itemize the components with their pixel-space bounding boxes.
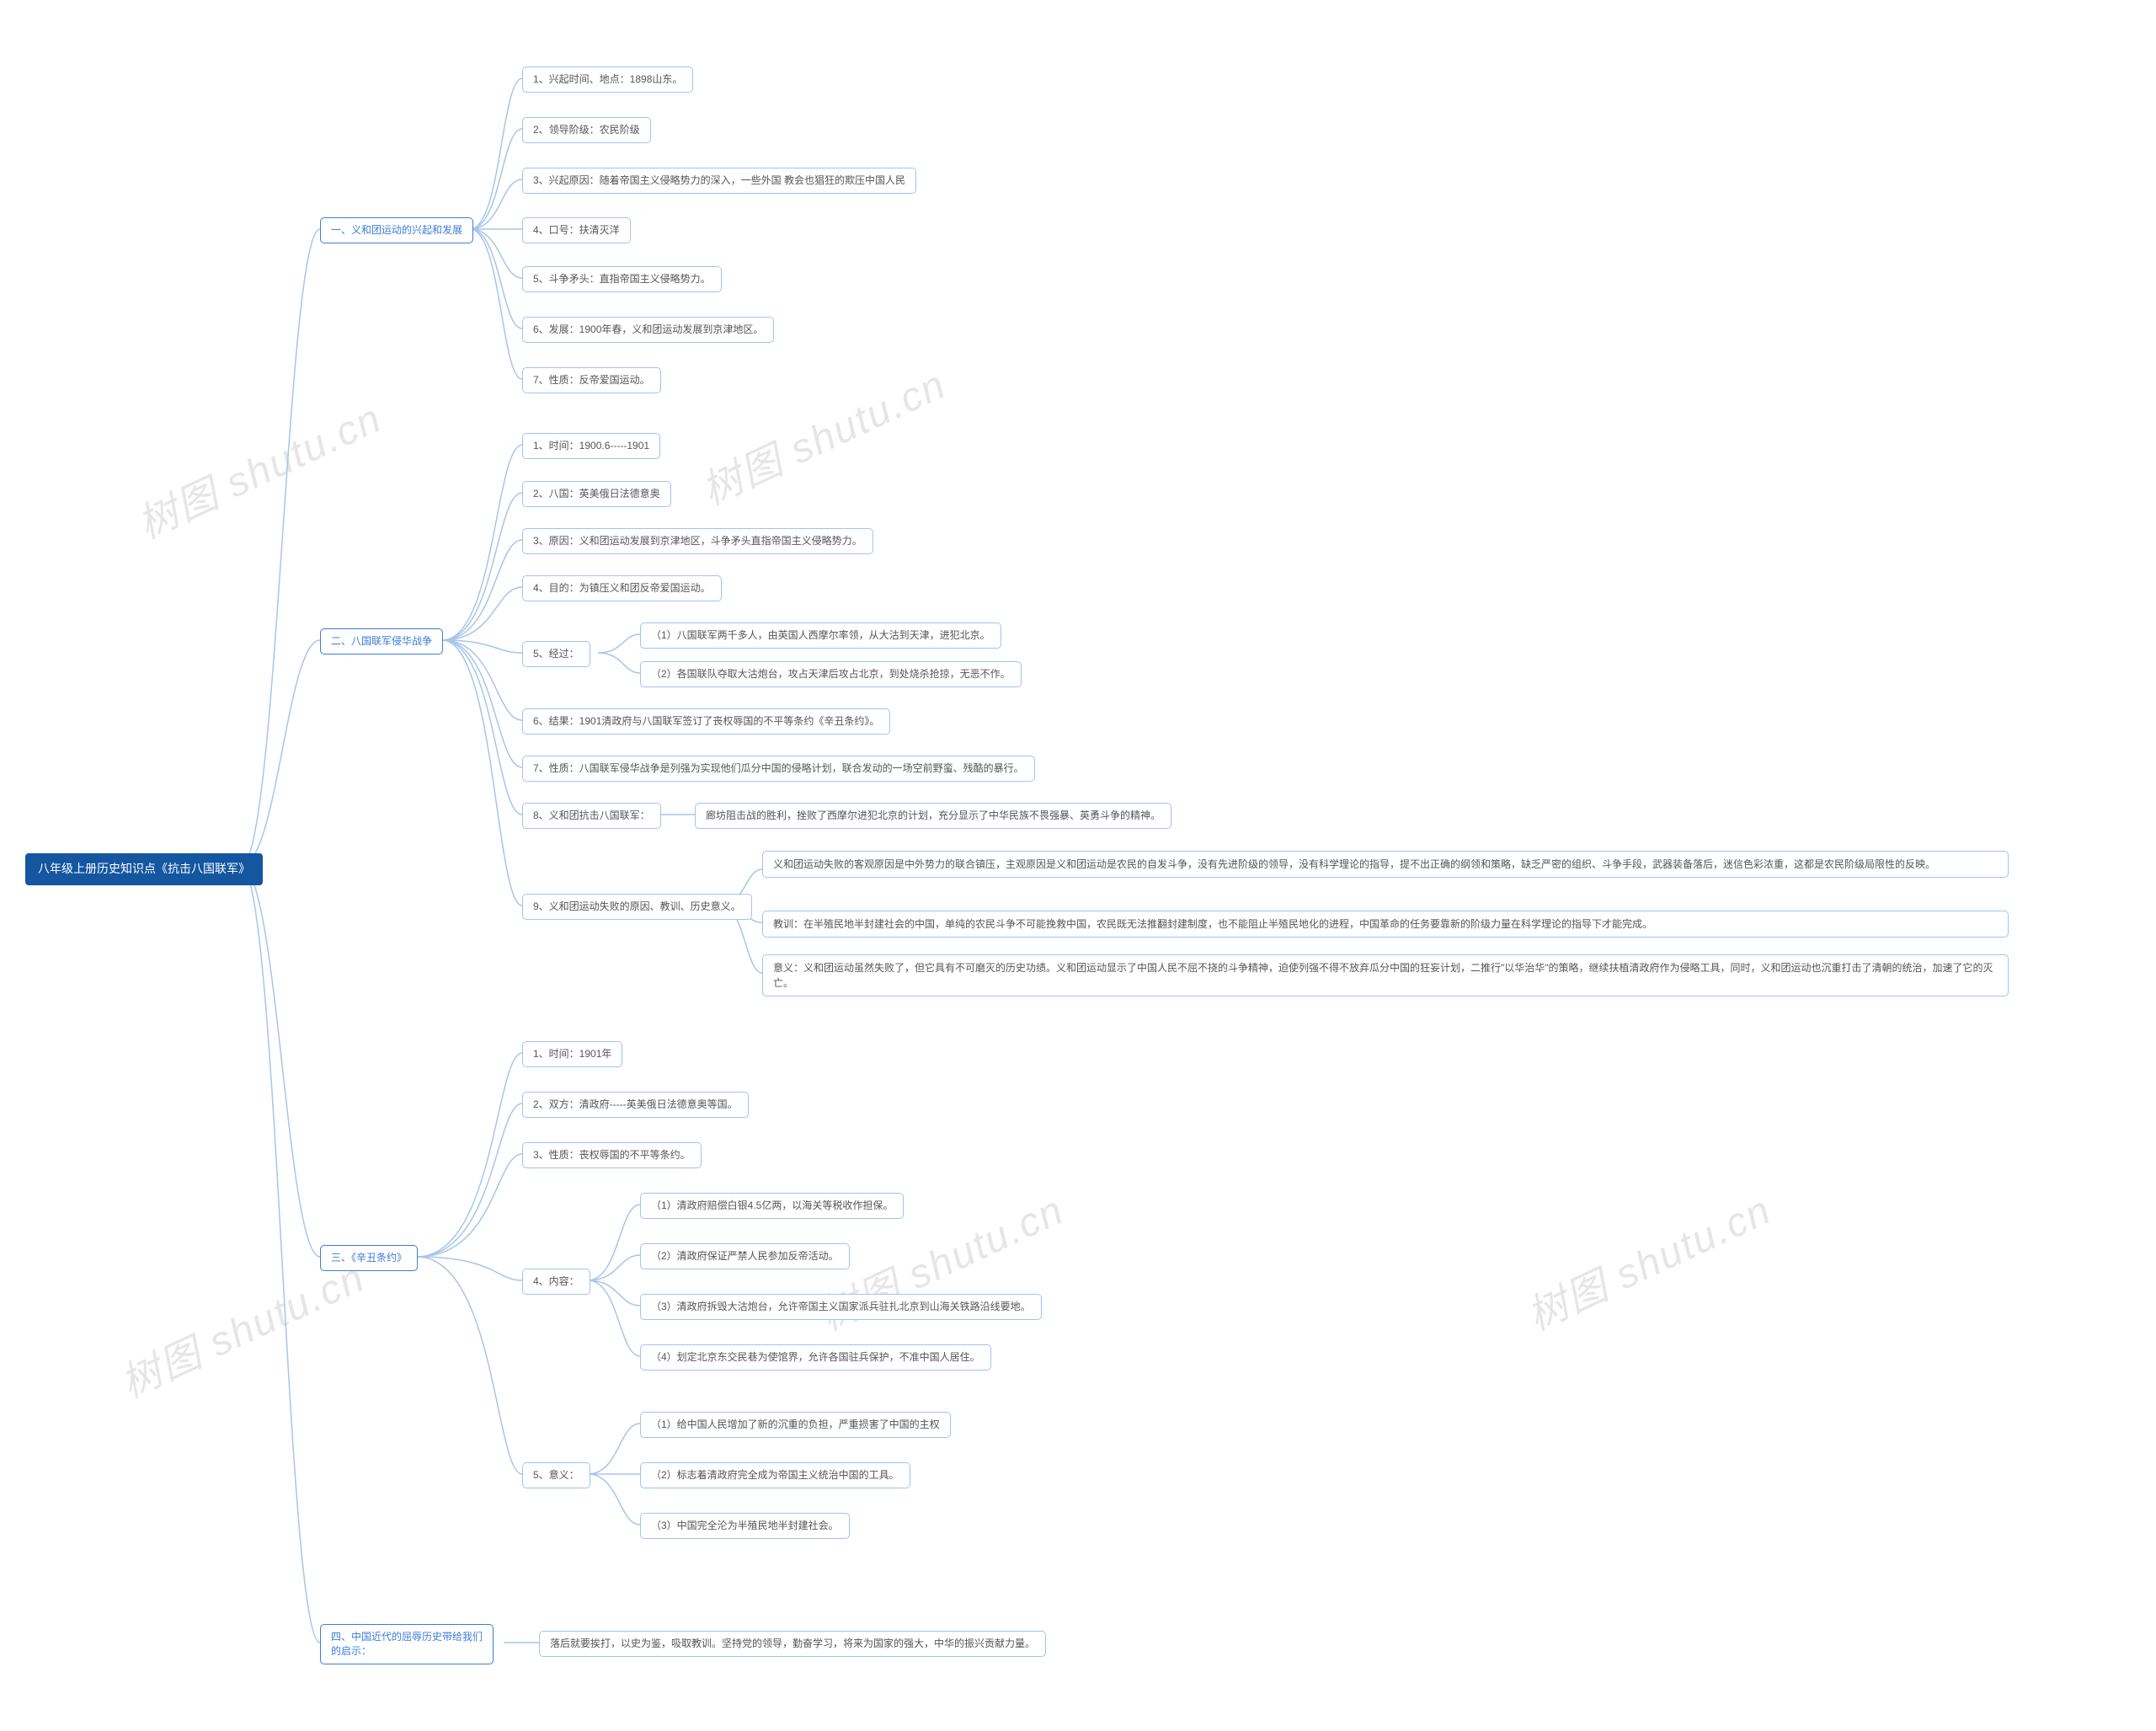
mindmap-canvas: 树图 shutu.cn 树图 shutu.cn 树图 shutu.cn 树图 s…	[0, 0, 2156, 1731]
leaf-2-6[interactable]: 6、结果：1901清政府与八国联军签订了丧权辱国的不平等条约《辛丑条约》。	[522, 708, 890, 735]
leaf-1-7[interactable]: 7、性质：反帝爱国运动。	[522, 367, 661, 393]
leaf-1-2[interactable]: 2、领导阶级：农民阶级	[522, 117, 651, 143]
leaf-2-8[interactable]: 8、义和团抗击八国联军：	[522, 803, 661, 829]
leaf-2-5-1[interactable]: （1）八国联军两千多人，由英国人西摩尔率领，从大沽到天津，进犯北京。	[640, 622, 1001, 649]
leaf-3-4-2[interactable]: （2）清政府保证严禁人民参加反帝活动。	[640, 1243, 850, 1269]
watermark: 树图 shutu.cn	[126, 385, 390, 550]
leaf-3-4[interactable]: 4、内容：	[522, 1269, 590, 1295]
watermark: 树图 shutu.cn	[691, 351, 954, 516]
leaf-2-3[interactable]: 3、原因：义和团运动发展到京津地区，斗争矛头直指帝国主义侵略势力。	[522, 528, 873, 554]
leaf-2-7[interactable]: 7、性质：八国联军侵华战争是列强为实现他们瓜分中国的侵略计划，联合发动的一场空前…	[522, 756, 1035, 782]
leaf-2-4[interactable]: 4、目的：为镇压义和团反帝爱国运动。	[522, 575, 722, 601]
leaf-3-3[interactable]: 3、性质：丧权辱国的不平等条约。	[522, 1142, 702, 1168]
branch-4[interactable]: 四、中国近代的屈辱历史带给我们 的启示：	[320, 1624, 494, 1664]
leaf-3-5-2[interactable]: （2）标志着清政府完全成为帝国主义统治中国的工具。	[640, 1462, 910, 1488]
leaf-3-4-3[interactable]: （3）清政府拆毁大沽炮台，允许帝国主义国家派兵驻扎北京到山海关铁路沿线要地。	[640, 1294, 1042, 1320]
leaf-1-3[interactable]: 3、兴起原因：随着帝国主义侵略势力的深入，一些外国 教会也猖狂的欺压中国人民	[522, 168, 916, 194]
leaf-2-9-1[interactable]: 义和团运动失败的客观原因是中外势力的联合镇压，主观原因是义和团运动是农民的自发斗…	[762, 851, 2009, 878]
leaf-3-4-1[interactable]: （1）清政府赔偿白银4.5亿两，以海关等税收作担保。	[640, 1193, 904, 1219]
root-node[interactable]: 八年级上册历史知识点《抗击八国联军》	[25, 853, 263, 885]
leaf-2-9[interactable]: 9、义和团运动失败的原因、教训、历史意义。	[522, 894, 752, 920]
leaf-1-6[interactable]: 6、发展：1900年春，义和团运动发展到京津地区。	[522, 317, 774, 343]
leaf-2-5-2[interactable]: （2）各国联队夺取大沽炮台，攻占天津后攻占北京，到处烧杀抢掠，无恶不作。	[640, 661, 1022, 687]
leaf-1-5[interactable]: 5、斗争矛头：直指帝国主义侵略势力。	[522, 266, 722, 292]
leaf-2-9-2[interactable]: 教训：在半殖民地半封建社会的中国，单纯的农民斗争不可能挽救中国，农民既无法推翻封…	[762, 911, 2009, 938]
leaf-4-1[interactable]: 落后就要挨打，以史为鉴，吸取教训。坚持党的领导，勤奋学习，将来为国家的强大，中华…	[539, 1631, 1046, 1657]
leaf-2-1[interactable]: 1、时间：1900.6-----1901	[522, 433, 660, 459]
leaf-2-2[interactable]: 2、八国：英美俄日法德意奥	[522, 481, 671, 507]
leaf-1-1[interactable]: 1、兴起时间、地点：1898山东。	[522, 67, 693, 93]
leaf-3-1[interactable]: 1、时间：1901年	[522, 1041, 622, 1067]
leaf-2-5[interactable]: 5、经过：	[522, 641, 590, 667]
leaf-1-4[interactable]: 4、口号：扶清灭洋	[522, 217, 631, 243]
leaf-3-4-4[interactable]: （4）划定北京东交民巷为使馆界，允许各国驻兵保护，不准中国人居住。	[640, 1344, 991, 1370]
branch-1[interactable]: 一、义和团运动的兴起和发展	[320, 217, 473, 243]
leaf-3-5-3[interactable]: （3）中国完全沦为半殖民地半封建社会。	[640, 1513, 850, 1539]
leaf-3-5[interactable]: 5、意义：	[522, 1462, 590, 1488]
watermark: 树图 shutu.cn	[1516, 1177, 1780, 1342]
branch-2[interactable]: 二、八国联军侵华战争	[320, 628, 443, 654]
leaf-2-9-3[interactable]: 意义：义和团运动虽然失败了，但它具有不可磨灭的历史功绩。义和团运动显示了中国人民…	[762, 954, 2009, 996]
leaf-2-8-1[interactable]: 廊坊阻击战的胜利，挫败了西摩尔进犯北京的计划，充分显示了中华民族不畏强暴、英勇斗…	[695, 803, 1171, 829]
leaf-3-5-1[interactable]: （1）给中国人民增加了新的沉重的负担，严重损害了中国的主权	[640, 1412, 951, 1438]
leaf-3-2[interactable]: 2、双方：清政府-----英美俄日法德意奥等国。	[522, 1092, 749, 1118]
branch-3[interactable]: 三、《辛丑条约》	[320, 1245, 418, 1271]
